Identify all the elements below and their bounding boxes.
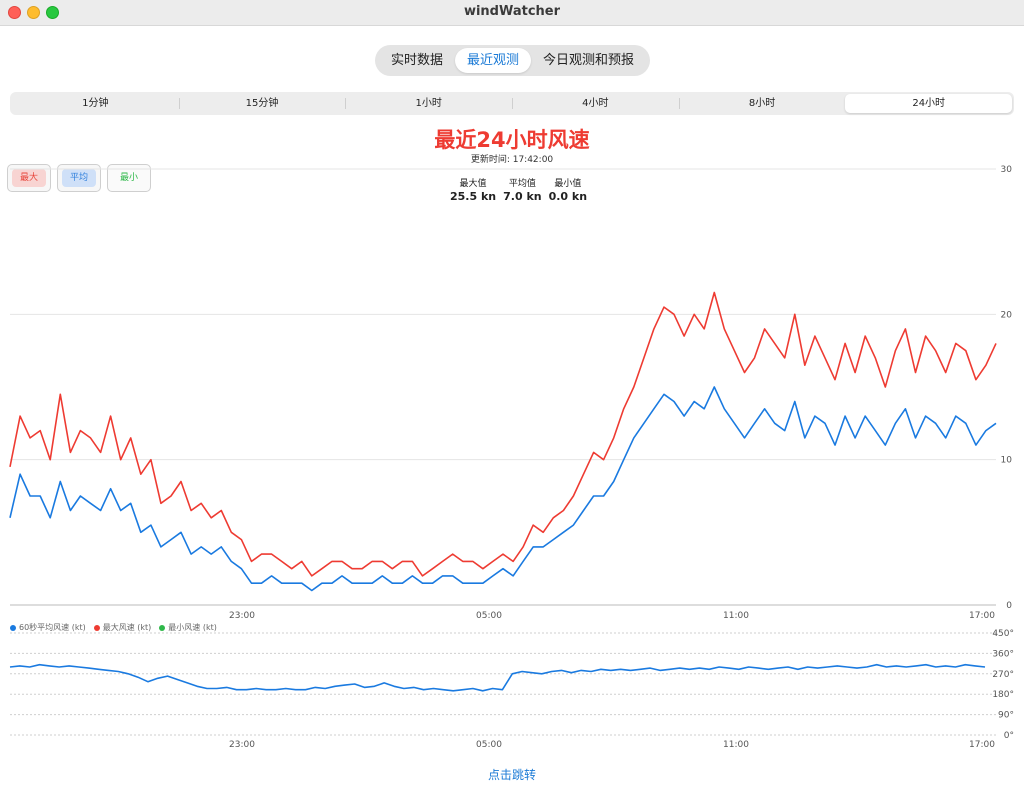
minimize-window-button[interactable] (27, 6, 40, 19)
speed-y-tick-label: 30 (1001, 165, 1013, 175)
close-window-button[interactable] (8, 6, 21, 19)
direction-x-tick-label: 23:00 (229, 740, 255, 750)
tab-recent[interactable]: 最近观测 (455, 48, 531, 73)
direction-y-tick-label: 0° (1004, 731, 1014, 741)
speed-x-tick-label: 17:00 (969, 611, 995, 621)
tab-realtime[interactable]: 实时数据 (390, 53, 443, 68)
range-15min[interactable]: 15分钟 (178, 94, 346, 113)
direction-y-tick-label: 270° (992, 670, 1014, 680)
direction-y-tick-label: 90° (998, 711, 1014, 721)
direction-y-tick-label: 180° (992, 690, 1014, 700)
chart-title: 最近24小时风速 (434, 128, 590, 152)
direction-x-tick-label: 11:00 (723, 740, 749, 750)
updated-time: 更新时间: 17:42:00 (470, 155, 554, 165)
max-speed-line (9, 291, 997, 577)
speed-x-tick-label: 11:00 (723, 611, 749, 621)
stat-avg-value: 7.0 kn (503, 190, 542, 203)
speed-x-tick-label: 23:00 (229, 611, 255, 621)
direction-line (9, 663, 986, 692)
speed-y-tick-label: 10 (1001, 456, 1013, 466)
range-8h[interactable]: 8小时 (678, 94, 846, 113)
stat-max-value: 25.5 kn (450, 190, 497, 203)
chart-legend: 60秒平均风速 (kt) 最大风速 (kt) 最小风速 (kt) (10, 622, 217, 633)
series-toggles: 最大 平均 最小 (7, 164, 151, 192)
stat-max-label: 最大值 (459, 179, 487, 189)
stat-avg: 平均值 7.0 kn (503, 176, 541, 203)
range-1h[interactable]: 1小时 (345, 94, 512, 113)
direction-x-tick-label: 17:00 (969, 740, 995, 750)
stat-min-label: 最小值 (554, 179, 582, 189)
window-title: windWatcher (463, 4, 561, 19)
maximize-window-button[interactable] (46, 6, 59, 19)
jump-link[interactable]: 点击跳转 (487, 768, 536, 782)
legend-label-max: 最大风速 (kt) (102, 623, 152, 632)
legend-item-avg: 60秒平均风速 (kt) (10, 622, 86, 633)
tab-today-forecast[interactable]: 今日观测和预报 (542, 53, 634, 68)
toggle-avg-label: 平均 (62, 169, 96, 187)
main-segmented-control: 实时数据 最近观测 今日观测和预报 (375, 45, 650, 76)
speed-y-tick-label: 0 (1006, 601, 1012, 611)
stat-min-value: 0.0 kn (548, 190, 588, 203)
stat-max: 最大值 25.5 kn (450, 176, 496, 203)
stats-summary: 最大值 25.5 kn 平均值 7.0 kn 最小值 0.0 kn (450, 176, 587, 203)
speed-y-tick-label: 20 (1001, 310, 1013, 320)
legend-label-min: 最小风速 (kt) (168, 623, 217, 632)
legend-dot-max (93, 624, 100, 631)
legend-dot-avg (10, 624, 16, 631)
title-bar: windWatcher (0, 0, 1024, 26)
direction-y-tick-label: 360° (992, 649, 1014, 659)
speed-x-tick-label: 05:00 (476, 611, 502, 621)
range-1min[interactable]: 1分钟 (82, 98, 109, 109)
stat-min: 最小值 0.0 kn (549, 176, 587, 203)
direction-x-tick-label: 05:00 (476, 740, 502, 750)
range-segmented-control: 1分钟 15分钟 1小时 4小时 8小时 24小时 (10, 92, 1014, 115)
direction-y-tick-label: 450° (992, 629, 1014, 639)
legend-dot-min (159, 624, 166, 631)
legend-item-max: 最大风速 (kt) (93, 622, 152, 633)
range-4h[interactable]: 4小时 (512, 94, 679, 113)
toggle-min-label: 最小 (119, 173, 138, 183)
stat-avg-label: 平均值 (508, 179, 536, 189)
avg-speed-line (9, 386, 997, 592)
toggle-max-label: 最大 (12, 169, 46, 187)
legend-label-avg: 60秒平均风速 (kt) (19, 623, 86, 632)
range-24h[interactable]: 24小时 (845, 94, 1013, 113)
legend-item-min: 最小风速 (kt) (159, 622, 217, 633)
